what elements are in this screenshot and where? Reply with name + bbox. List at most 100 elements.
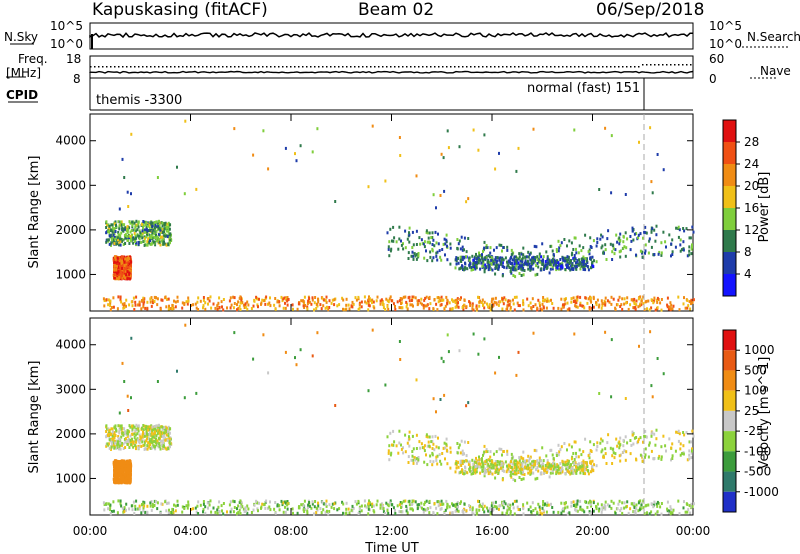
data-cell bbox=[148, 427, 151, 431]
data-cell bbox=[534, 303, 537, 307]
data-cell bbox=[536, 258, 539, 262]
data-cell bbox=[600, 450, 603, 454]
data-cell bbox=[537, 502, 540, 506]
data-cell bbox=[637, 297, 640, 301]
data-cell bbox=[141, 436, 144, 440]
data-cell bbox=[478, 455, 480, 459]
data-cell bbox=[547, 503, 550, 507]
data-cell bbox=[197, 512, 200, 515]
data-cell bbox=[142, 444, 145, 447]
data-cell bbox=[527, 466, 530, 470]
data-cell bbox=[151, 241, 154, 245]
data-cell bbox=[607, 229, 610, 233]
data-cell bbox=[656, 357, 659, 360]
data-cell bbox=[583, 461, 586, 465]
data-cell bbox=[153, 503, 156, 507]
data-cell bbox=[442, 242, 445, 246]
data-cell bbox=[625, 301, 628, 305]
data-cell bbox=[408, 499, 411, 503]
data-cell bbox=[120, 255, 123, 259]
data-cell bbox=[481, 298, 484, 302]
nave-tick-top: 60 bbox=[709, 52, 725, 66]
data-cell bbox=[561, 465, 564, 469]
data-cell bbox=[491, 257, 494, 261]
data-cell bbox=[424, 500, 427, 504]
data-cell bbox=[660, 502, 663, 505]
data-cell bbox=[588, 510, 591, 514]
data-cell bbox=[501, 249, 503, 253]
data-cell bbox=[521, 257, 524, 261]
data-cell bbox=[139, 231, 142, 235]
data-cell bbox=[520, 252, 523, 256]
data-cell bbox=[124, 464, 127, 467]
data-cell bbox=[282, 306, 285, 310]
data-cell bbox=[118, 207, 121, 211]
data-cell bbox=[536, 466, 539, 469]
data-cell bbox=[242, 303, 245, 307]
data-cell bbox=[475, 508, 478, 512]
data-cell bbox=[654, 308, 657, 312]
data-cell bbox=[431, 435, 434, 439]
y-tick-label: 2000 bbox=[55, 223, 86, 237]
data-cell bbox=[132, 441, 135, 445]
data-cell bbox=[244, 509, 247, 513]
data-cell bbox=[614, 248, 617, 252]
data-cell bbox=[474, 468, 477, 472]
data-cell bbox=[274, 501, 277, 504]
data-cell bbox=[391, 239, 393, 243]
data-cell bbox=[126, 190, 129, 194]
data-cell bbox=[166, 297, 168, 301]
data-cell bbox=[518, 508, 521, 512]
data-cell bbox=[688, 245, 691, 249]
data-cell bbox=[522, 470, 525, 474]
data-cell bbox=[140, 511, 143, 515]
data-cell bbox=[113, 431, 116, 435]
data-cell bbox=[119, 499, 122, 503]
data-cell bbox=[468, 504, 471, 508]
data-cell bbox=[572, 500, 575, 504]
data-cell bbox=[508, 266, 511, 269]
data-cell bbox=[456, 298, 459, 302]
data-cell bbox=[426, 444, 429, 448]
data-cell bbox=[232, 510, 235, 514]
data-cell bbox=[431, 440, 434, 443]
data-cell bbox=[171, 507, 174, 511]
data-cell bbox=[394, 512, 397, 515]
data-cell bbox=[454, 505, 457, 509]
data-cell bbox=[633, 302, 636, 306]
data-cell bbox=[583, 257, 586, 261]
data-cell bbox=[688, 457, 691, 461]
data-cell bbox=[454, 301, 457, 305]
data-cell bbox=[691, 449, 693, 453]
data-cell bbox=[237, 511, 240, 514]
data-cell bbox=[555, 250, 558, 253]
data-cell bbox=[155, 437, 157, 441]
data-cell bbox=[360, 509, 363, 513]
data-cell bbox=[118, 259, 121, 262]
data-cell bbox=[207, 506, 209, 510]
data-cell bbox=[405, 300, 408, 304]
data-cell bbox=[126, 439, 129, 442]
data-cell bbox=[160, 502, 163, 506]
data-cell bbox=[338, 507, 341, 511]
data-cell bbox=[471, 508, 474, 512]
data-cell bbox=[256, 507, 259, 511]
data-cell bbox=[439, 303, 442, 307]
data-cell bbox=[134, 429, 137, 433]
data-cell bbox=[631, 226, 634, 230]
data-cell bbox=[123, 380, 126, 383]
data-cell bbox=[113, 276, 116, 279]
data-cell bbox=[153, 235, 156, 239]
data-cell bbox=[538, 260, 540, 264]
data-cell bbox=[345, 303, 348, 307]
data-cell bbox=[637, 440, 640, 444]
data-cell bbox=[492, 501, 495, 505]
data-cell bbox=[557, 267, 560, 271]
data-cell bbox=[490, 462, 493, 466]
data-cell bbox=[118, 262, 121, 266]
data-cell bbox=[456, 501, 459, 505]
data-cell bbox=[638, 140, 640, 144]
data-cell bbox=[161, 502, 164, 506]
data-cell bbox=[426, 463, 429, 467]
data-cell bbox=[103, 503, 106, 506]
